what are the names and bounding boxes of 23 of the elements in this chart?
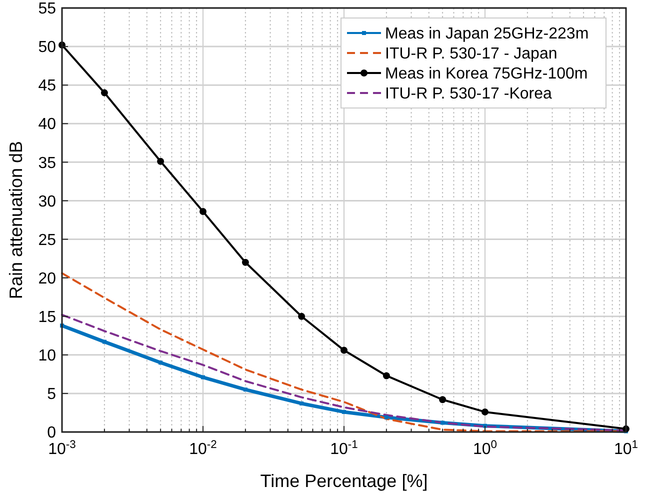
y-tick-label: 30 (38, 193, 56, 210)
y-tick-label: 50 (38, 39, 56, 56)
y-tick-label: 40 (38, 116, 56, 134)
y-tick-label: 0 (47, 424, 56, 442)
y-tick-label: 25 (38, 232, 56, 249)
y-tick-label: 15 (38, 308, 56, 326)
y-axis-title: Rain attenuation dB (6, 140, 26, 300)
legend-label: ITU-R P. 530-17 - Japan (385, 46, 558, 63)
y-tick-label: 45 (38, 78, 56, 95)
legend-label: Meas in Japan 25GHz-223m (385, 26, 589, 43)
x-axis-title: Time Percentage [%] (260, 471, 428, 491)
x-tick-label: 10$^{-3}$ (48, 439, 76, 458)
y-tick-label: 55 (38, 0, 56, 18)
y-tick-label: 35 (38, 154, 56, 172)
y-tick-label: 20 (38, 270, 56, 288)
y-tick-label: 10 (38, 348, 56, 365)
x-tick-label: 10$^{-1}$ (330, 439, 358, 458)
legend-label: ITU-R P. 530-17 -Korea (385, 86, 552, 103)
x-tick-label: 10$^{-2}$ (189, 439, 217, 458)
y-tick-label: 5 (47, 386, 56, 404)
x-tick-label: 10$^{0}$ (472, 439, 498, 458)
legend-label: Meas in Korea 75GHz-100m (385, 66, 588, 83)
x-tick-label: 10$^{1}$ (614, 439, 638, 458)
